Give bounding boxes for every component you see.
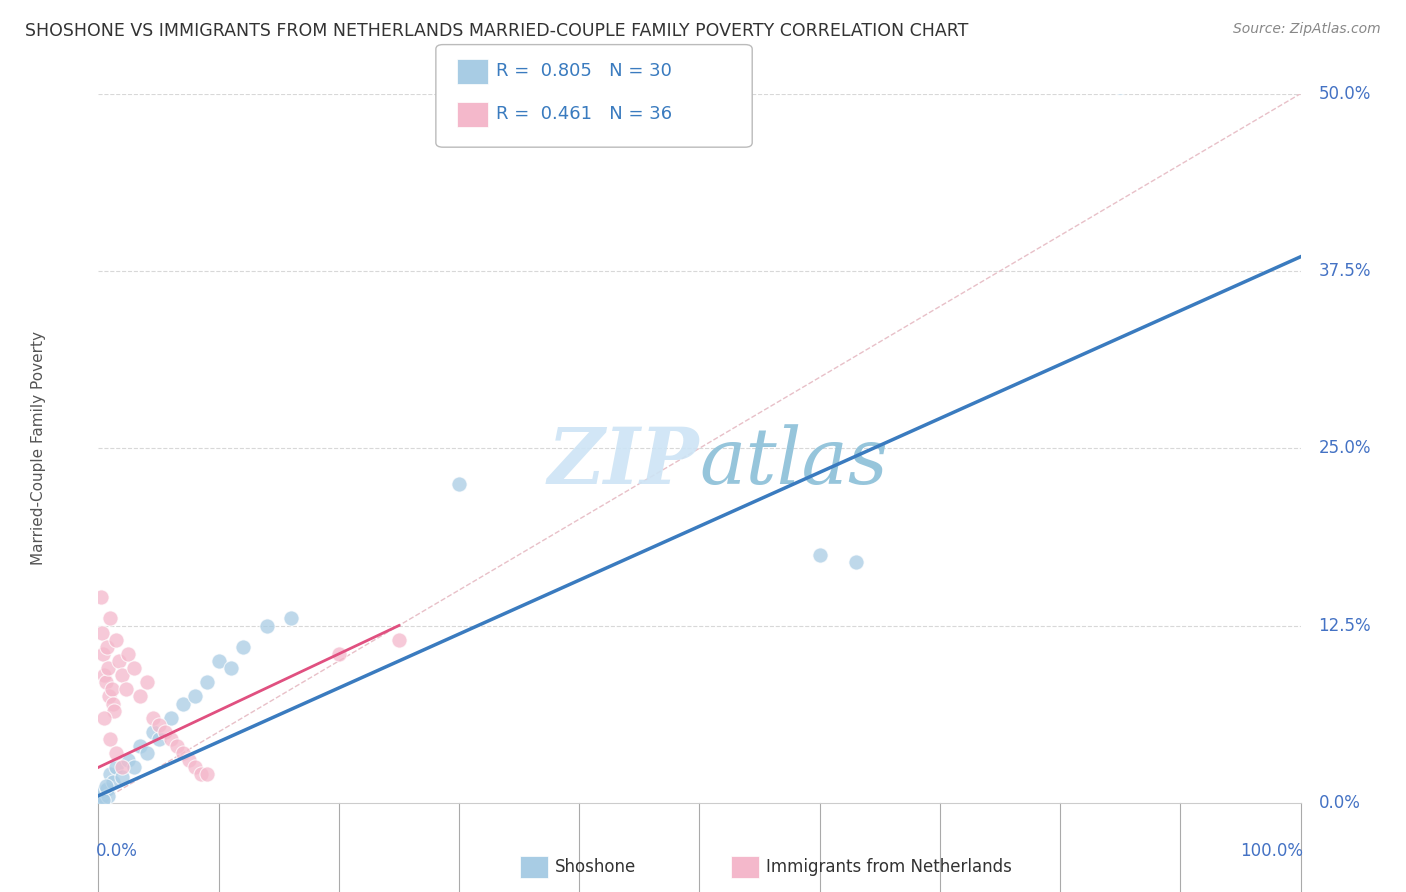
Point bbox=[166, 739, 188, 753]
Point bbox=[103, 704, 125, 718]
Point bbox=[129, 739, 152, 753]
Text: R =  0.805   N = 30: R = 0.805 N = 30 bbox=[496, 62, 672, 80]
Point bbox=[208, 654, 231, 668]
Point bbox=[135, 675, 157, 690]
Point bbox=[98, 690, 121, 704]
Point bbox=[388, 632, 411, 647]
Point bbox=[177, 753, 200, 767]
Point bbox=[172, 697, 194, 711]
Point bbox=[91, 647, 114, 661]
Point bbox=[159, 711, 181, 725]
Point bbox=[447, 476, 470, 491]
Text: Immigrants from Netherlands: Immigrants from Netherlands bbox=[766, 858, 1012, 876]
Point bbox=[97, 789, 120, 803]
Point bbox=[90, 590, 112, 604]
Point bbox=[148, 731, 170, 746]
Text: 0.0%: 0.0% bbox=[1319, 794, 1361, 812]
Point bbox=[117, 647, 139, 661]
Point bbox=[100, 611, 122, 625]
Point bbox=[141, 711, 163, 725]
Point bbox=[93, 668, 115, 682]
Point bbox=[94, 675, 117, 690]
Point bbox=[100, 731, 122, 746]
Point bbox=[183, 760, 205, 774]
Point bbox=[1109, 79, 1132, 94]
Point bbox=[808, 548, 831, 562]
Point bbox=[190, 767, 212, 781]
Point bbox=[105, 632, 128, 647]
Point bbox=[111, 770, 134, 784]
Text: 0.0%: 0.0% bbox=[96, 842, 138, 860]
Point bbox=[96, 781, 118, 796]
Point bbox=[135, 746, 157, 760]
Point bbox=[115, 682, 138, 697]
Point bbox=[159, 731, 181, 746]
Point bbox=[845, 555, 868, 569]
Point bbox=[93, 711, 115, 725]
Point bbox=[195, 675, 218, 690]
Point bbox=[101, 697, 124, 711]
Text: Shoshone: Shoshone bbox=[555, 858, 637, 876]
Point bbox=[94, 779, 117, 793]
Point bbox=[124, 661, 146, 675]
Point bbox=[91, 625, 114, 640]
Point bbox=[141, 724, 163, 739]
Point bbox=[172, 746, 194, 760]
Point bbox=[105, 746, 128, 760]
Point bbox=[148, 718, 170, 732]
Point bbox=[91, 793, 114, 807]
Text: 50.0%: 50.0% bbox=[1319, 85, 1371, 103]
Point bbox=[111, 760, 134, 774]
Point bbox=[219, 661, 242, 675]
Point bbox=[93, 784, 115, 798]
Text: Married-Couple Family Poverty: Married-Couple Family Poverty bbox=[31, 331, 46, 566]
Point bbox=[108, 654, 131, 668]
Point bbox=[129, 690, 152, 704]
Point bbox=[97, 661, 120, 675]
Text: R =  0.461   N = 36: R = 0.461 N = 36 bbox=[496, 105, 672, 123]
Point bbox=[101, 774, 124, 789]
Text: 12.5%: 12.5% bbox=[1319, 616, 1371, 634]
Text: Source: ZipAtlas.com: Source: ZipAtlas.com bbox=[1233, 22, 1381, 37]
Text: 100.0%: 100.0% bbox=[1240, 842, 1303, 860]
Point bbox=[100, 767, 122, 781]
Point bbox=[111, 668, 134, 682]
Point bbox=[256, 618, 278, 632]
Point bbox=[195, 767, 218, 781]
Point bbox=[96, 640, 118, 654]
Point bbox=[105, 760, 128, 774]
Text: atlas: atlas bbox=[699, 425, 889, 500]
Point bbox=[91, 789, 114, 803]
Point bbox=[328, 647, 350, 661]
Point bbox=[90, 791, 112, 805]
Point bbox=[124, 760, 146, 774]
Point bbox=[232, 640, 254, 654]
Point bbox=[153, 724, 176, 739]
Text: 25.0%: 25.0% bbox=[1319, 439, 1371, 458]
Text: 37.5%: 37.5% bbox=[1319, 262, 1371, 280]
Text: SHOSHONE VS IMMIGRANTS FROM NETHERLANDS MARRIED-COUPLE FAMILY POVERTY CORRELATIO: SHOSHONE VS IMMIGRANTS FROM NETHERLANDS … bbox=[25, 22, 969, 40]
Point bbox=[117, 753, 139, 767]
Point bbox=[280, 611, 302, 625]
Point bbox=[100, 682, 122, 697]
Point bbox=[183, 690, 205, 704]
Text: ZIP: ZIP bbox=[548, 425, 699, 500]
